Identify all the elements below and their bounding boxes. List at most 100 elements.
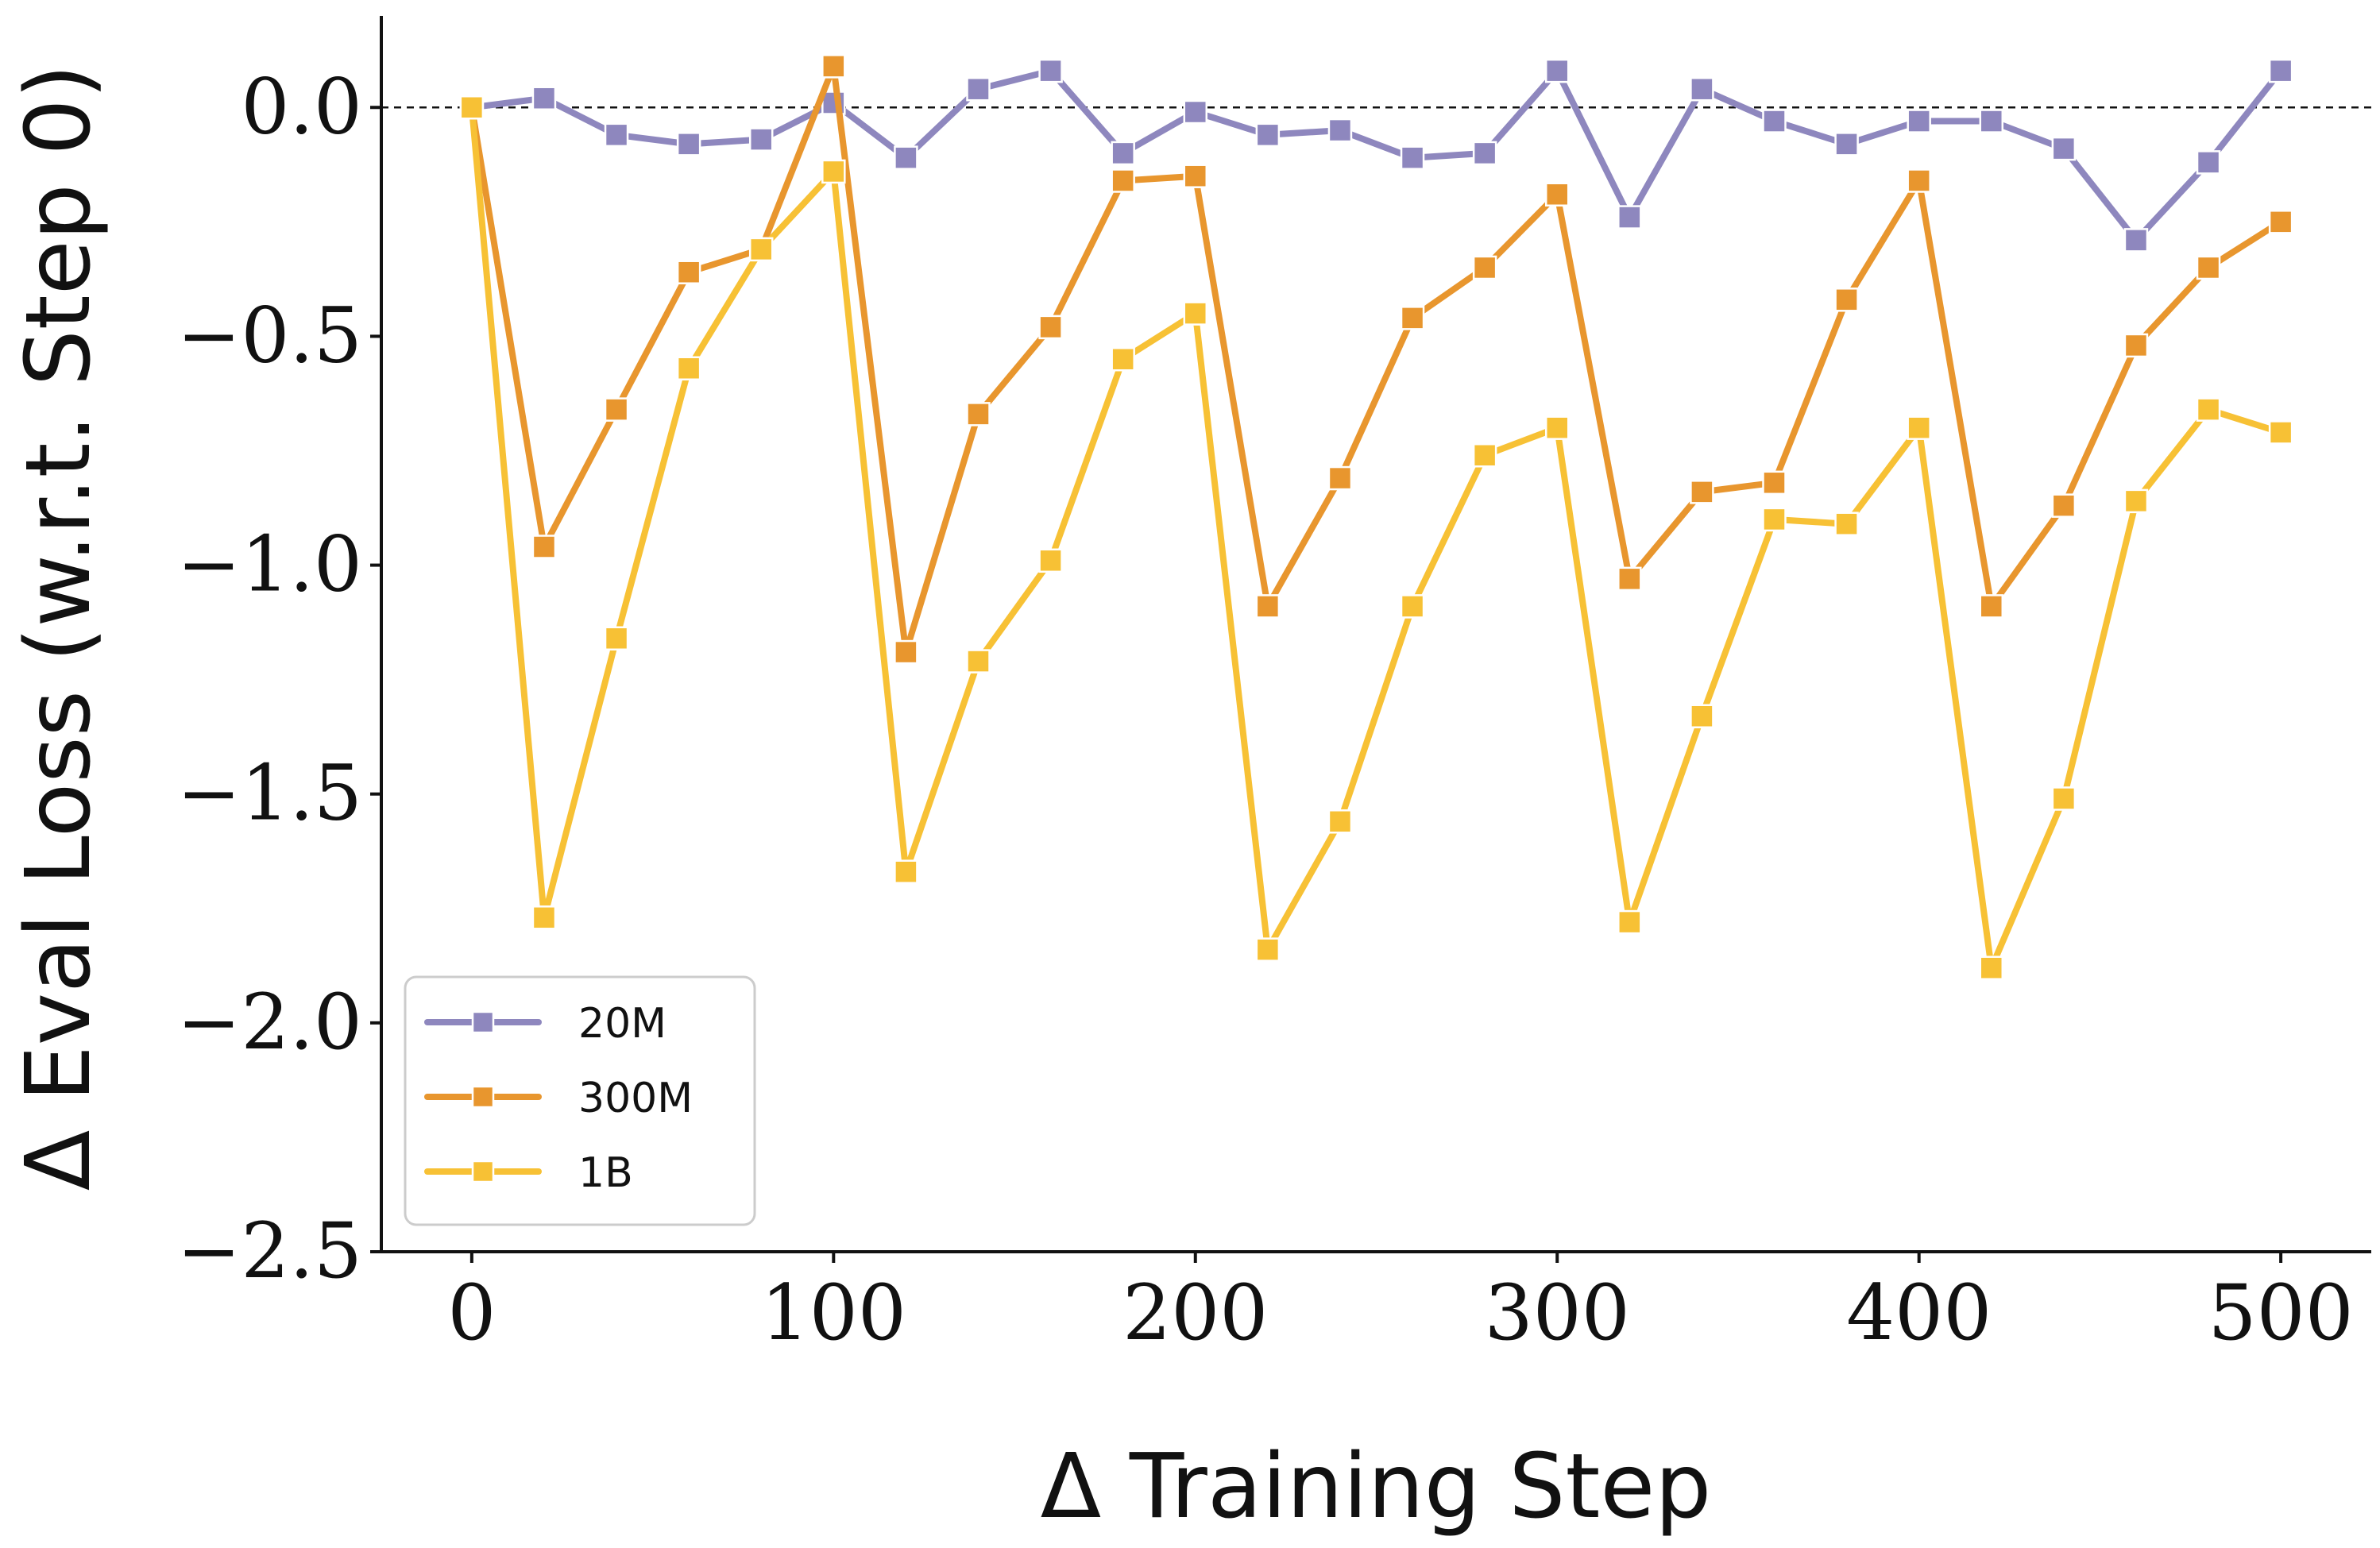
point-20m-step-220 <box>1255 122 1281 148</box>
legend-marker-300m <box>471 1085 495 1109</box>
point-20m-step-320 <box>1617 205 1642 230</box>
point-300m-step-60 <box>676 260 701 284</box>
point-1b-step-100 <box>821 159 846 184</box>
y-tick-label: 0.0 <box>241 62 362 151</box>
point-1b-step-20 <box>531 905 557 930</box>
x-tick-label: 100 <box>761 1268 906 1357</box>
point-1b-step-340 <box>1690 704 1714 728</box>
point-20m-step-20 <box>531 86 557 110</box>
y-tick-label: −2.0 <box>177 978 362 1067</box>
point-300m-step-300 <box>1544 182 1570 207</box>
point-300m-step-160 <box>1038 315 1063 340</box>
point-1b-step-420 <box>1979 955 2004 980</box>
point-20m-step-60 <box>676 132 701 156</box>
point-300m-step-320 <box>1617 566 1642 592</box>
point-1b-step-200 <box>1183 301 1208 326</box>
series-line-300m <box>468 63 2285 656</box>
legend: 20M 300M 1B <box>404 975 756 1226</box>
point-300m-step-240 <box>1327 465 1353 491</box>
point-20m-step-240 <box>1327 118 1353 143</box>
y-axis-title: Δ Eval Loss (w.r.t. Step 0) <box>7 64 110 1191</box>
x-axis-title: Δ Training Step <box>1041 1435 1712 1538</box>
x-tick-label: 0 <box>447 1268 496 1357</box>
point-20m-step-340 <box>1690 76 1714 102</box>
point-20m-step-140 <box>966 76 991 102</box>
point-1b-step-160 <box>1038 548 1063 573</box>
point-300m-step-120 <box>894 639 918 665</box>
point-300m-step-360 <box>1762 470 1787 496</box>
point-300m-step-340 <box>1690 480 1714 504</box>
point-20m-step-380 <box>1834 132 1859 156</box>
point-1b-step-0 <box>459 95 485 120</box>
point-300m-step-200 <box>1183 164 1208 188</box>
series-line-20m <box>468 68 2285 244</box>
legend-label-1b: 1B <box>578 1149 633 1197</box>
point-300m-step-480 <box>2196 255 2221 280</box>
x-axis-ticks: 0 100 200 300 400 500 <box>447 1252 2354 1357</box>
point-1b-step-320 <box>1617 909 1642 935</box>
x-tick-label: 200 <box>1122 1268 1268 1357</box>
point-1b-step-40 <box>604 626 629 651</box>
point-20m-step-360 <box>1762 109 1787 133</box>
y-axis-ticks: 0.0 −0.5 −1.0 −1.5 −2.0 −2.5 <box>177 62 381 1295</box>
y-tick-label: −2.5 <box>177 1206 362 1295</box>
legend-label-20m: 20M <box>578 1000 666 1048</box>
point-1b-step-400 <box>1907 415 1931 440</box>
point-300m-step-440 <box>2051 493 2077 518</box>
point-20m-step-80 <box>748 127 774 152</box>
plot-area <box>381 54 2371 980</box>
legend-label-300m: 300M <box>578 1075 693 1122</box>
point-1b-step-220 <box>1255 937 1281 962</box>
x-tick-label: 400 <box>1846 1268 1992 1357</box>
point-300m-step-180 <box>1111 168 1135 193</box>
point-1b-step-460 <box>2123 488 2149 514</box>
y-tick-label: −1.5 <box>177 749 362 838</box>
point-1b-step-80 <box>748 237 774 262</box>
point-20m-step-280 <box>1472 141 1497 166</box>
legend-marker-20m <box>471 1010 495 1034</box>
point-20m-step-300 <box>1544 58 1570 83</box>
point-300m-step-220 <box>1255 594 1281 619</box>
point-20m-step-260 <box>1400 145 1425 170</box>
point-20m-step-460 <box>2123 228 2149 253</box>
point-20m-step-120 <box>894 145 918 170</box>
point-300m-step-100 <box>821 54 846 79</box>
point-300m-step-20 <box>531 535 557 559</box>
point-300m-step-140 <box>966 402 991 427</box>
point-20m-step-160 <box>1038 58 1063 83</box>
point-20m-step-180 <box>1111 141 1135 166</box>
y-tick-label: −1.0 <box>177 520 362 609</box>
point-20m-step-500 <box>2268 58 2293 83</box>
point-300m-step-460 <box>2123 333 2149 358</box>
x-tick-label: 500 <box>2208 1268 2354 1357</box>
point-300m-step-500 <box>2268 210 2293 234</box>
legend-marker-1b <box>471 1160 495 1183</box>
point-1b-step-500 <box>2268 420 2293 445</box>
point-20m-step-200 <box>1183 99 1208 125</box>
point-300m-step-380 <box>1834 288 1859 312</box>
point-300m-step-420 <box>1979 594 2004 619</box>
point-20m-step-420 <box>1979 109 2004 133</box>
point-20m-step-400 <box>1907 109 1931 133</box>
point-300m-step-260 <box>1400 306 1425 330</box>
point-1b-step-180 <box>1111 346 1135 372</box>
point-20m-step-440 <box>2051 136 2077 161</box>
series-line-1b <box>468 104 2285 971</box>
point-1b-step-280 <box>1472 442 1497 468</box>
point-20m-step-40 <box>604 122 629 148</box>
point-1b-step-480 <box>2196 397 2221 422</box>
point-1b-step-360 <box>1762 507 1787 532</box>
point-20m-step-480 <box>2196 150 2221 175</box>
point-300m-step-40 <box>604 397 629 422</box>
y-tick-label: −0.5 <box>177 291 362 380</box>
point-300m-step-280 <box>1472 255 1497 280</box>
point-300m-step-400 <box>1907 168 1931 193</box>
point-1b-step-140 <box>966 649 991 674</box>
point-1b-step-240 <box>1327 809 1353 834</box>
point-1b-step-380 <box>1834 511 1859 536</box>
point-1b-step-300 <box>1544 415 1570 440</box>
point-1b-step-120 <box>894 859 918 884</box>
x-tick-label: 300 <box>1485 1268 1630 1357</box>
point-1b-step-60 <box>676 356 701 380</box>
